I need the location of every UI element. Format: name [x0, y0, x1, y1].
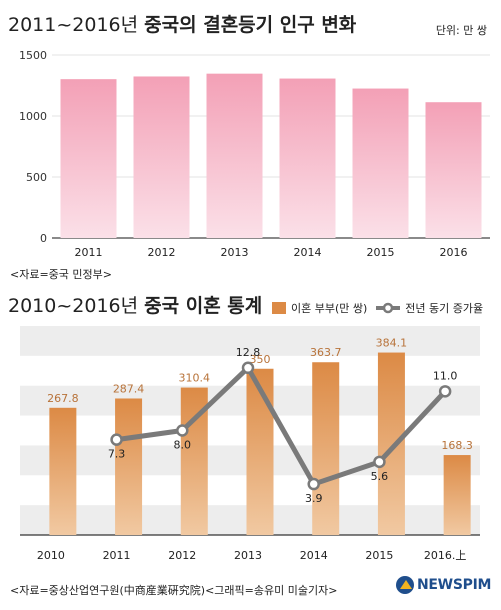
bar — [352, 88, 409, 238]
bar — [425, 102, 482, 239]
bar-value-label: 267.8 — [47, 392, 79, 405]
legend: 이혼 부부(만 쌍) 전년 동기 증가율 — [272, 300, 483, 316]
growth-value-label: 8.0 — [174, 439, 192, 452]
x-tick-label: 2012 — [168, 549, 196, 562]
chart2-title: 2010~2016년 중국 이혼 통계 — [8, 291, 262, 318]
stripe — [20, 326, 480, 356]
growth-value-label: 7.3 — [108, 448, 126, 461]
chart1-source: <자료=중국 민정부> — [10, 268, 112, 281]
growth-point — [176, 424, 189, 437]
y-tick-label: 500 — [26, 171, 47, 184]
bar — [279, 78, 336, 239]
chart1-unit: 단위: 만 쌍 — [435, 24, 487, 37]
growth-value-label: 12.8 — [236, 346, 261, 359]
bar-value-label: 310.4 — [179, 372, 211, 385]
growth-point — [438, 385, 452, 398]
x-tick-label: 2016 — [440, 246, 468, 259]
bar — [246, 368, 274, 535]
chart2-source: <자료=중상산업연구원(中商産業硏究院)<그래픽=송유미 미술기자> — [10, 584, 338, 597]
growth-value-label: 3.9 — [305, 492, 323, 505]
bar — [443, 455, 471, 535]
bar-value-label: 168.3 — [441, 439, 473, 452]
x-tick-label: 2011 — [75, 246, 103, 259]
marriage-chart: 0 500 1000 1500 2011 2012 2013 2014 2015 2016 — [19, 49, 490, 259]
bar — [49, 407, 77, 535]
y-tick-label: 1000 — [19, 110, 47, 123]
bar — [115, 398, 143, 535]
x-tick-label: 2014 — [300, 549, 328, 562]
bar — [133, 76, 190, 238]
bar — [60, 79, 117, 238]
y-tick-label: 1500 — [19, 49, 47, 62]
x-tick-label: 2015 — [365, 549, 393, 562]
newspim-logo-text: NEWSPIM — [417, 577, 492, 593]
growth-point — [110, 433, 123, 446]
legend-line-symbol — [376, 302, 401, 314]
legend-bar-label: 이혼 부부(만 쌍) — [291, 302, 368, 315]
x-tick-label: 2013 — [221, 246, 249, 259]
bar — [206, 73, 263, 238]
growth-value-label: 11.0 — [433, 369, 458, 382]
chart1-title: 2011~2016년 중국의 결혼등기 인구 변화 — [8, 10, 356, 37]
bar-value-label: 287.4 — [113, 382, 145, 395]
x-tick-label: 2011 — [103, 549, 131, 562]
growth-point — [373, 455, 386, 469]
x-tick-label: 2013 — [234, 549, 262, 562]
x-tick-label: 2014 — [294, 246, 322, 259]
chart2-title-range: 2010~2016년 — [8, 295, 139, 317]
growth-point — [241, 361, 255, 375]
x-tick-label: 2016.上 — [424, 549, 467, 562]
bar-value-label: 384.1 — [376, 337, 408, 350]
growth-line — [116, 365, 447, 487]
bar — [312, 362, 340, 535]
growth-point — [307, 477, 320, 491]
x-tick-label: 2015 — [367, 246, 395, 259]
bar — [377, 352, 405, 535]
chart1-title-range: 2011~2016년 — [8, 14, 139, 36]
bar-value-label: 363.7 — [310, 346, 342, 359]
x-tick-label: 2010 — [37, 549, 65, 562]
y-tick-label: 0 — [40, 232, 47, 245]
legend-bar-swatch — [272, 302, 286, 314]
newspim-logo: NEWSPIM — [396, 576, 491, 594]
newspim-logo-mark — [396, 576, 414, 594]
chart1-title-main: 중국의 결혼등기 인구 변화 — [144, 14, 357, 36]
chart2-title-main: 중국 이혼 통계 — [144, 295, 263, 317]
legend-line-label: 전년 동기 증가율 — [405, 302, 484, 315]
x-tick-label: 2012 — [148, 246, 176, 259]
bar-value-label: 350 — [250, 353, 271, 366]
growth-value-label: 5.6 — [371, 470, 389, 483]
